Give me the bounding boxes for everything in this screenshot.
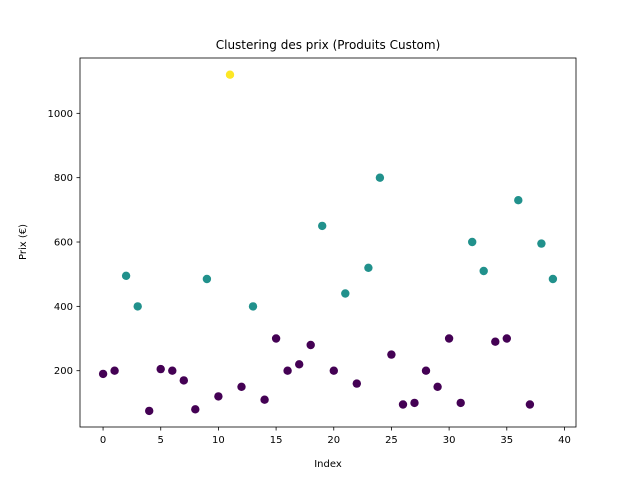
data-point-18 <box>306 340 315 350</box>
data-point-28 <box>421 366 431 375</box>
plot-frame <box>79 57 577 428</box>
y-tick-label-600: 600 <box>54 238 73 249</box>
data-point-7 <box>179 376 188 385</box>
data-point-12 <box>237 382 246 391</box>
data-point-1 <box>110 366 119 375</box>
data-point-5 <box>156 364 165 374</box>
data-point-23 <box>364 263 373 272</box>
data-point-0 <box>98 369 108 379</box>
data-point-6 <box>168 366 177 375</box>
data-point-25 <box>387 350 396 359</box>
data-point-9 <box>202 274 212 284</box>
x-tick-label-15: 15 <box>270 435 283 446</box>
data-point-31 <box>456 398 465 408</box>
data-point-21 <box>341 289 350 298</box>
data-point-19 <box>318 221 327 231</box>
y-tick-label-1000: 1000 <box>48 109 73 120</box>
data-point-22 <box>352 379 361 388</box>
data-points <box>98 70 558 416</box>
data-point-20 <box>329 366 338 375</box>
data-point-2 <box>121 271 131 280</box>
y-tick-label-200: 200 <box>54 366 73 377</box>
chart-title: Clustering des prix (Produits Custom) <box>216 38 441 52</box>
x-tick-label-30: 30 <box>443 435 456 446</box>
y-axis-label: Prix (€) <box>18 224 29 260</box>
y-tick-label-800: 800 <box>54 173 73 184</box>
data-point-36 <box>514 196 523 205</box>
x-axis-label: Index <box>314 459 342 470</box>
data-point-30 <box>444 334 454 343</box>
y-axis-ticks: 200 400 600 800 1000 <box>48 109 80 377</box>
data-point-4 <box>145 406 154 416</box>
data-point-32 <box>468 237 477 247</box>
data-point-11 <box>225 70 235 79</box>
data-point-33 <box>479 266 488 276</box>
x-tick-label-10: 10 <box>212 435 225 446</box>
data-point-15 <box>271 334 281 343</box>
data-point-26 <box>398 400 408 409</box>
data-point-10 <box>214 392 223 401</box>
y-tick-label-400: 400 <box>54 302 73 313</box>
data-point-13 <box>248 302 258 311</box>
x-tick-label-25: 25 <box>385 435 398 446</box>
data-point-8 <box>191 405 200 414</box>
data-point-27 <box>410 398 419 408</box>
x-tick-label-40: 40 <box>558 435 571 446</box>
data-point-29 <box>433 382 442 391</box>
data-point-24 <box>375 173 385 182</box>
x-axis-ticks: 0 5 10 15 20 25 30 35 40 <box>100 427 571 446</box>
data-point-3 <box>133 302 142 311</box>
data-point-38 <box>537 239 546 248</box>
data-point-17 <box>295 360 304 369</box>
x-tick-label-35: 35 <box>500 435 513 446</box>
x-tick-label-5: 5 <box>158 435 164 446</box>
data-point-35 <box>502 334 511 343</box>
data-point-37 <box>525 400 535 409</box>
x-tick-label-0: 0 <box>100 435 106 446</box>
data-point-34 <box>491 337 500 346</box>
x-tick-label-20: 20 <box>327 435 340 446</box>
data-point-14 <box>260 395 269 404</box>
data-point-16 <box>283 366 292 375</box>
data-point-39 <box>548 274 558 284</box>
